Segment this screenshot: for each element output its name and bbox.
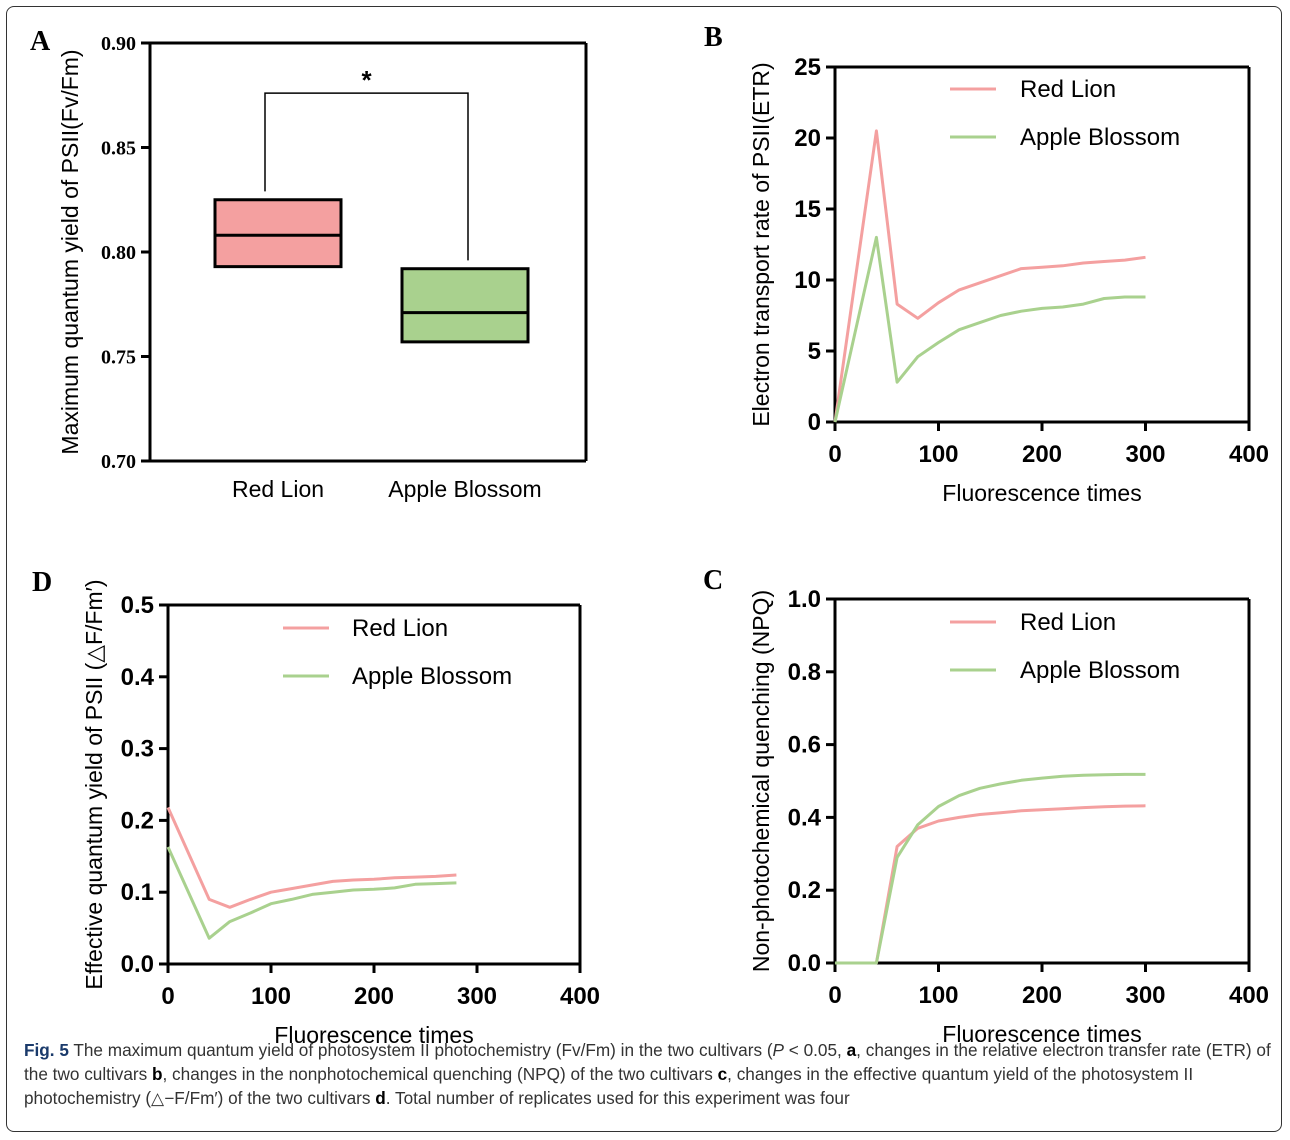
x-tick-label: 300 — [457, 983, 497, 1010]
y-tick-label: 0.0 — [121, 951, 154, 978]
y-tick-label: 0.70 — [101, 451, 136, 473]
y-tick-label: 0.5 — [121, 592, 154, 619]
y-tick-label: 0.80 — [101, 242, 136, 264]
series-line-apple-blossom — [833, 235, 1146, 423]
figure-frame — [6, 6, 1282, 1132]
x-tick-label: 300 — [1125, 982, 1165, 1009]
x-tick-label: 400 — [560, 983, 600, 1010]
caption-text-6: . Total number of replicates used for th… — [385, 1088, 850, 1108]
box-red-lion — [213, 198, 343, 269]
x-tick-label: 400 — [1229, 982, 1269, 1009]
y-tick-label: 5 — [808, 338, 821, 365]
y-tick-label: 0 — [808, 409, 821, 436]
y-axis-title: Effective quantum yield of PSII (△F/Fm′) — [81, 579, 107, 989]
caption-text-2: < 0.05, — [784, 1040, 847, 1060]
figure-caption: Fig. 5 The maximum quantum yield of phot… — [24, 1038, 1274, 1110]
category-label: Red Lion — [232, 476, 324, 502]
caption-ref-b: b — [152, 1064, 163, 1084]
series-line-apple-blossom — [166, 846, 457, 940]
x-tick-label: 200 — [354, 983, 394, 1010]
caption-text-1: The maximum quantum yield of photosystem… — [68, 1040, 773, 1060]
caption-p-symbol: P — [772, 1040, 785, 1060]
y-tick-label: 0.2 — [788, 877, 821, 904]
series-line-apple-blossom — [835, 772, 1146, 965]
y-tick-label: 0.6 — [788, 732, 821, 759]
caption-fig-label: Fig. 5 — [24, 1040, 69, 1060]
y-axis-title: Electron transport rate of PSII(ETR) — [748, 62, 774, 426]
caption-text-5: , changes in the effective quantum yield… — [24, 1064, 1194, 1108]
y-tick-label: 10 — [794, 267, 821, 294]
y-tick-label: 20 — [794, 125, 821, 152]
legend-label: Red Lion — [1020, 76, 1116, 103]
panel-c: C 0.0 0.2 0.4 0.6 0.8 1.0 0 100 200 300 400 Fluoresc… — [703, 565, 1269, 1047]
y-tick-label: 0.4 — [121, 664, 155, 691]
x-tick-label: 200 — [1022, 982, 1062, 1009]
panel-label: D — [32, 567, 52, 598]
box-apple-blossom — [400, 267, 530, 344]
y-tick-label: 1.0 — [788, 586, 821, 613]
x-tick-label: 0 — [828, 441, 841, 468]
y-tick-label: 0.2 — [121, 807, 154, 834]
panel-label: C — [703, 565, 723, 596]
caption-ref-a: a — [846, 1040, 857, 1060]
caption-text-4: , changes in the nonphotochemical quench… — [162, 1064, 718, 1084]
significance-star: * — [361, 65, 372, 95]
y-axis-title: Non-photochemical quenching (NPQ) — [748, 590, 774, 972]
legend-label: Red Lion — [352, 615, 448, 642]
x-tick-label: 0 — [828, 982, 841, 1009]
category-label: Apple Blossom — [388, 476, 541, 502]
x-tick-label: 300 — [1125, 441, 1165, 468]
y-axis-title: Maximum quantum yield of PSII(Fv/Fm) — [57, 49, 83, 454]
panel-d: D 0.0 0.1 0.2 0.3 0.4 0.5 0 100 200 300 400 Fluoresc… — [32, 567, 600, 1048]
y-tick-label: 0.1 — [121, 879, 154, 906]
caption-text-3: , changes in the relative electron trans… — [24, 1040, 1271, 1084]
caption-ref-c: c — [717, 1064, 728, 1084]
legend-label: Apple Blossom — [1020, 124, 1180, 151]
x-axis-title: Fluorescence times — [274, 1022, 473, 1048]
y-tick-label: 0.75 — [101, 347, 136, 369]
x-axis-title: Fluorescence times — [942, 1021, 1141, 1047]
y-tick-label: 0.85 — [101, 138, 136, 160]
x-tick-label: 400 — [1229, 441, 1269, 468]
x-tick-label: 100 — [918, 441, 958, 468]
legend-label: Apple Blossom — [1020, 657, 1180, 684]
legend-label: Apple Blossom — [352, 663, 512, 690]
y-tick-label: 0.90 — [101, 33, 136, 55]
x-tick-label: 100 — [251, 983, 291, 1010]
panel-a: A 0.70 0.75 0.80 0.85 0.90 Maximum quantum yie… — [30, 26, 588, 502]
panel-b: B 0 5 10 15 20 25 0 100 200 300 400 Fluorescence tim… — [704, 22, 1269, 506]
y-tick-label: 0.4 — [788, 804, 822, 831]
panel-label: B — [704, 22, 723, 53]
legend-label: Red Lion — [1020, 609, 1116, 636]
caption-ref-d: d — [375, 1088, 386, 1108]
y-tick-label: 0.0 — [788, 950, 821, 977]
series-line-red-lion — [833, 129, 1146, 423]
x-tick-label: 0 — [161, 983, 174, 1010]
y-tick-label: 0.8 — [788, 659, 821, 686]
series-line-red-lion — [835, 804, 1146, 965]
y-tick-label: 0.3 — [121, 736, 154, 763]
x-axis-title: Fluorescence times — [942, 480, 1141, 506]
series-line-red-lion — [166, 806, 457, 909]
x-tick-label: 200 — [1022, 441, 1062, 468]
y-tick-label: 25 — [794, 54, 821, 81]
significance-bracket — [264, 92, 469, 261]
panel-label: A — [30, 26, 51, 57]
x-tick-label: 100 — [918, 982, 958, 1009]
y-tick-label: 15 — [794, 196, 821, 223]
